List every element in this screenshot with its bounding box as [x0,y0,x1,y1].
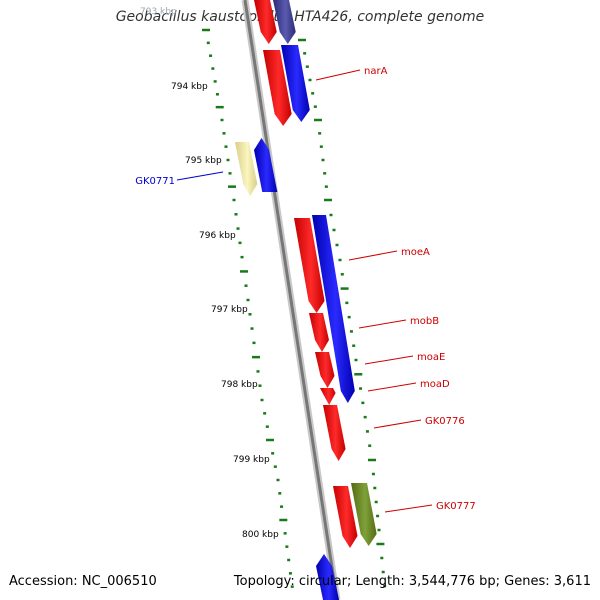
gene-moeA-red [294,218,325,313]
leader-line [176,171,224,181]
tick-marks [202,28,387,588]
gene-top-dark [273,0,296,44]
leader-line [315,69,361,81]
genome-axis [241,0,341,600]
gene-moaD-red [320,388,336,405]
leader-line [384,504,433,513]
gene-gk0771-blue [254,138,278,192]
gene-gk0777-olive [351,483,377,546]
gene-gk0777-red [333,486,358,548]
leader-line [373,419,422,429]
gene-moaE-red [315,352,335,388]
leader-line [358,319,407,329]
gene-label: mobB [410,316,439,327]
gene-label: GK0777 [436,501,476,512]
kbp-label: 796 kbp [199,231,236,241]
kbp-label: 797 kbp [211,305,248,315]
genome-axis-line [243,0,339,600]
gene-mobB-red [309,313,329,352]
topology-summary: Topology: circular; Length: 3,544,776 bp… [233,574,591,589]
gene-moeA-blue [312,215,355,403]
gene-label: moaE [417,352,445,363]
leader-line [364,355,414,365]
genes [235,0,377,600]
kbp-label: 794 kbp [171,82,208,92]
kbp-label: 795 kbp [185,156,222,166]
gene-label: GK0776 [425,416,465,427]
kbp-label: 800 kbp [242,530,279,540]
gene-label: GK0771 [135,176,175,187]
gene-label: moeA [401,247,430,258]
gene-label: moaD [420,379,450,390]
genome-title: Geobacillus kaustophilus HTA426, complet… [115,9,485,25]
gene-top-red [254,0,277,44]
leader-line [367,382,417,392]
gene-narA-red [263,50,292,126]
kbp-label: 798 kbp [221,380,258,390]
gene-narA-blue [281,45,310,122]
kbp-label: 799 kbp [233,455,270,465]
leader-line [348,250,398,261]
gene-gk0771-yellow [235,142,258,196]
gene-labels: narA GK0771 moeA mobB moaE moaD GK0776 GK0777 [135,66,476,513]
accession-text: Accession: NC_006510 [9,574,157,589]
gene-gk0776-red [323,405,346,461]
gene-bottom-blue [316,554,340,600]
gene-label: narA [364,66,388,77]
kbp-label: 793 kbp [140,7,177,17]
kbp-labels: 793 kbp 794 kbp 795 kbp 796 kbp 797 kbp 798 k… [140,7,279,540]
